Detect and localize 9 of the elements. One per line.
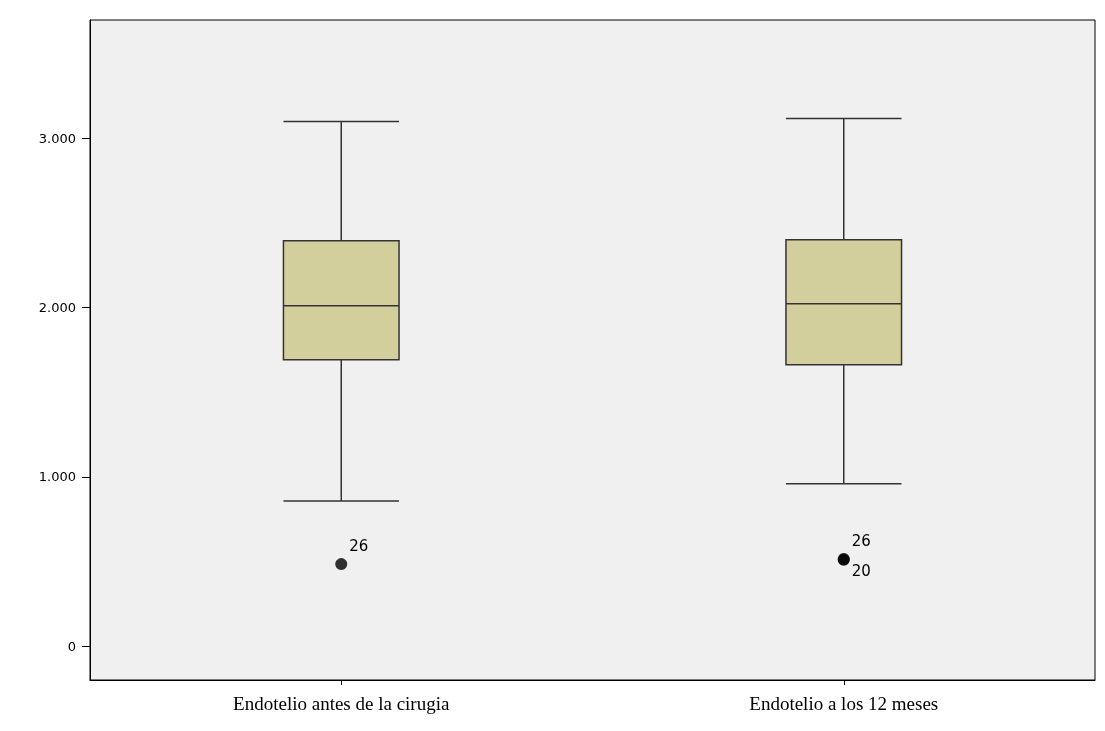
y-tick-label: 2.000	[38, 300, 76, 316]
y-tick-label: 0	[67, 638, 76, 654]
annotation: 26	[851, 531, 871, 550]
y-tick-label: 1.000	[38, 469, 76, 485]
annotation: 20	[851, 562, 871, 581]
x-tick-label: Endotelio a los 12 meses	[749, 693, 939, 714]
annotation: 26	[349, 536, 369, 555]
x-tick-label: Endotelio antes de la cirugia	[233, 693, 450, 714]
y-tick-label: 3.000	[38, 130, 76, 146]
